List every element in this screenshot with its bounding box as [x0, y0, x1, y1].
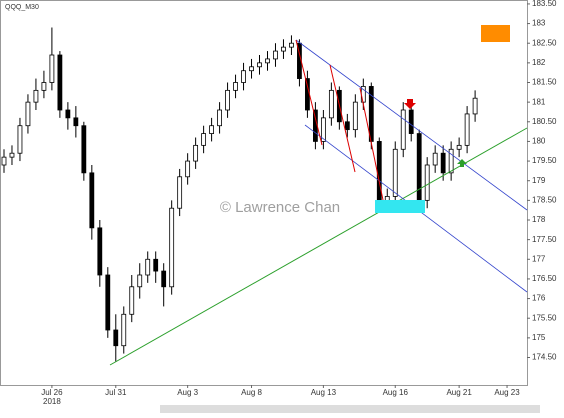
- candle-body: [217, 109, 222, 127]
- candle-body: [400, 109, 406, 150]
- candle-body: [153, 258, 159, 272]
- candle-body: [33, 89, 39, 103]
- candle-body: [273, 50, 278, 60]
- candle-body: [65, 109, 71, 119]
- y-tick-label: 183.50: [532, 0, 557, 8]
- candle-body: [440, 152, 446, 174]
- candle-body: [161, 270, 167, 288]
- candle-body: [113, 329, 119, 347]
- candle-body: [305, 78, 310, 111]
- y-tick-label: 180: [532, 137, 546, 146]
- x-tick-label: Aug 21: [446, 388, 472, 397]
- y-tick-label: 180.50: [532, 117, 557, 126]
- candle-body: [344, 121, 350, 131]
- candle-body: [432, 152, 438, 166]
- y-tick-label: 181.50: [532, 78, 557, 87]
- y-tick-label: 182: [532, 58, 546, 67]
- candle-body: [121, 313, 127, 347]
- candle-body: [17, 125, 23, 154]
- candle-body: [169, 207, 175, 288]
- candle-body: [209, 125, 214, 134]
- candle-body: [352, 101, 358, 131]
- candles: [1, 27, 478, 362]
- x-tick-label: Aug 13: [311, 388, 337, 397]
- candle-body: [249, 66, 254, 72]
- x-tick-label: Jul 31: [105, 388, 127, 397]
- support-line: [109, 127, 528, 366]
- y-tick-label: 178.50: [532, 195, 557, 204]
- candle-body: [289, 42, 294, 48]
- candle-body: [9, 152, 15, 158]
- candle-body: [233, 82, 238, 91]
- candle-body: [392, 148, 398, 197]
- candle-body: [193, 144, 199, 162]
- x-tick-label: Jul 26: [41, 388, 63, 397]
- symbol-box: [2, 2, 46, 12]
- year-label: 2018: [43, 397, 61, 406]
- y-tick-label: 183: [532, 19, 546, 28]
- candle-body: [129, 286, 135, 315]
- orange-box: [481, 25, 510, 42]
- candle-body: [89, 172, 95, 229]
- drawings: [109, 25, 528, 366]
- candle-body: [201, 133, 207, 146]
- candle-body: [1, 156, 7, 166]
- symbol: QQQ_M30: [5, 4, 39, 11]
- candle-body: [57, 54, 63, 111]
- candle-body: [185, 160, 191, 178]
- candle-body: [81, 125, 87, 174]
- candle-body: [320, 117, 326, 142]
- plot-frame: [0, 0, 528, 386]
- candle-body: [241, 70, 246, 83]
- red-line: [329, 64, 356, 173]
- y-tick-label: 182.50: [532, 38, 557, 47]
- candle-body: [41, 82, 47, 91]
- candle-body: [456, 144, 462, 150]
- candle-body: [137, 274, 143, 288]
- candle-body: [25, 101, 31, 127]
- scrollbar[interactable]: [160, 405, 540, 413]
- channel-upper: [295, 39, 528, 211]
- candle-body: [73, 117, 79, 127]
- candle-body: [265, 58, 270, 64]
- y-tick-label: 174.50: [532, 353, 557, 362]
- candle-body: [424, 164, 430, 201]
- y-tick-label: 176.50: [532, 274, 557, 283]
- candle-body: [225, 89, 230, 111]
- cyan-zone: [375, 200, 425, 213]
- candle-body: [464, 113, 470, 146]
- x-tick-label: Aug 3: [177, 388, 198, 397]
- candle-body: [105, 274, 111, 331]
- candle-body: [97, 227, 103, 276]
- down-arrow: [404, 99, 416, 109]
- x-tick-label: Aug 16: [383, 388, 409, 397]
- candle-body: [472, 97, 478, 115]
- candle-body: [281, 46, 286, 52]
- y-tick-label: 178: [532, 215, 546, 224]
- candle-body: [49, 54, 55, 83]
- candle-body: [408, 109, 414, 134]
- red-line: [359, 87, 384, 201]
- candle-body: [145, 258, 151, 276]
- candle-body: [448, 148, 454, 174]
- y-tick-label: 175: [532, 333, 546, 342]
- y-tick-label: 181: [532, 97, 546, 106]
- candle-body: [328, 89, 334, 119]
- y-tick-label: 176: [532, 294, 546, 303]
- up-arrow: [457, 159, 467, 167]
- red-line: [295, 39, 323, 146]
- watermark: © Lawrence Chan: [220, 199, 340, 216]
- candle-body: [257, 62, 262, 68]
- y-tick-label: 179.50: [532, 156, 557, 165]
- x-tick-label: Aug 23: [494, 388, 520, 397]
- y-tick-label: 177: [532, 254, 546, 263]
- y-tick-label: 177.50: [532, 235, 557, 244]
- y-tick-label: 175.50: [532, 313, 557, 322]
- y-tick-label: 179: [532, 176, 546, 185]
- x-tick-label: Aug 8: [241, 388, 262, 397]
- candle-body: [177, 176, 183, 209]
